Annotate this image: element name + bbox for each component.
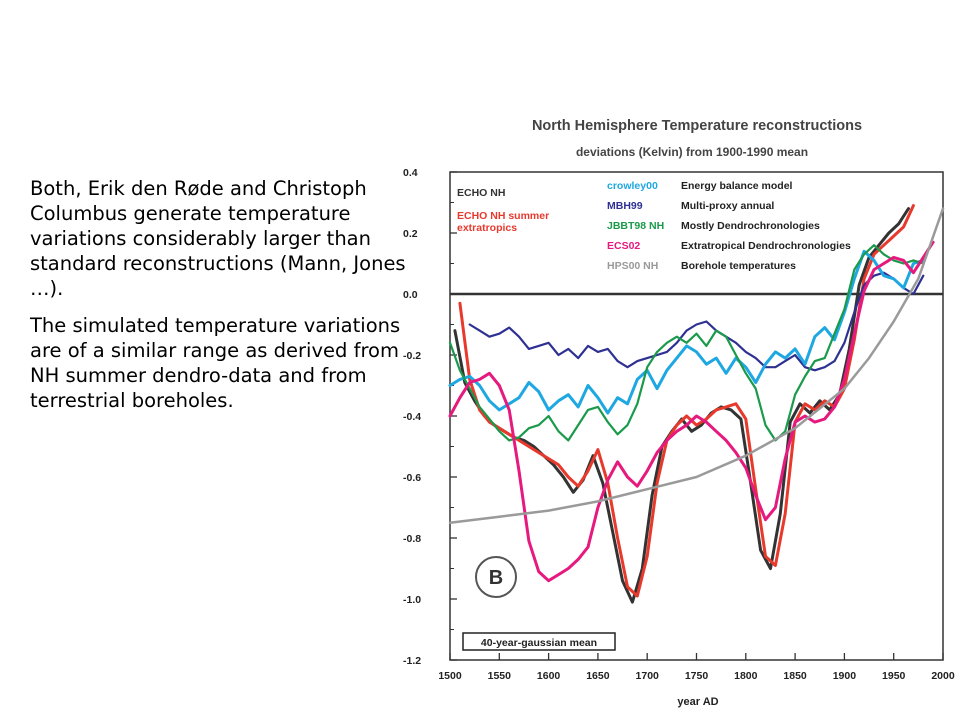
slide-body-text: Both, Erik den Røde and Christoph Columb…: [30, 176, 410, 425]
y-tick-label: -0.8: [403, 533, 421, 545]
y-axis: 0.4 0.2 0.0 -0.2 -0.4 -0.6 -0.8 -1.0 -1.2: [403, 167, 457, 667]
panel-label-circle: [475, 556, 517, 598]
series-lines: [448, 204, 945, 604]
slide-paragraph-2: The simulated temperature variations are…: [30, 314, 401, 412]
x-tick-label: 1850: [783, 670, 807, 682]
chart-subtitle: deviations (Kelvin) from 1900-1990 mean: [576, 145, 808, 159]
smoothing-box-frame: [462, 632, 616, 651]
x-tick-label: 1550: [488, 670, 512, 682]
y-tick-label: 0.4: [403, 167, 418, 179]
y-tick-label: -1.0: [403, 594, 421, 606]
x-tick-label: 1600: [537, 670, 561, 682]
legend-series-name: MBH99: [607, 200, 643, 212]
legend-right: crowley00 Energy balance model MBH99 Multi-…: [607, 180, 851, 272]
x-tick-label: 1750: [685, 670, 709, 682]
y-tick-label: 0.0: [403, 289, 418, 301]
y-tick-label: 0.2: [403, 228, 418, 240]
x-axis: 1500 1550 1600 1650 1700 1750 1800 1850 1900 1950…: [438, 653, 955, 682]
legend-echo-nh: ECHO NH: [457, 187, 505, 199]
legend-series-description: Borehole temperatures: [681, 260, 796, 272]
legend-series-description: Mostly Dendrochronologies: [681, 220, 820, 232]
legend-series-description: Extratropical Dendrochronologies: [681, 240, 851, 252]
x-axis-label: year AD: [677, 696, 718, 708]
y-tick-label: -1.2: [403, 655, 421, 667]
legend-left: ECHO NH ECHO NH summer extratropics: [457, 187, 549, 234]
legend-series-name: HPS00 NH: [607, 260, 658, 272]
series-line-crowley00: [448, 249, 925, 415]
legend-echo-nh-summer: ECHO NH summer: [457, 210, 549, 222]
chart-title: North Hemisphere Temperature reconstruct…: [532, 118, 862, 134]
x-tick-label: 1950: [882, 670, 906, 682]
x-tick-label: 1900: [833, 670, 857, 682]
x-tick-label: 1700: [636, 670, 660, 682]
smoothing-label: 40-year-gaussian mean: [481, 637, 597, 649]
y-tick-label: -0.4: [403, 411, 421, 423]
series-line-mbh99: [468, 271, 925, 372]
y-tick-label: -0.6: [403, 472, 421, 484]
legend-series-description: Multi-proxy annual: [681, 200, 774, 212]
y-tick-label: -0.2: [403, 350, 421, 362]
series-line-jbbt98-nh: [448, 244, 925, 442]
series-line-hps00-nh: [448, 207, 945, 525]
legend-series-name: crowley00: [607, 180, 658, 192]
smoothing-box: 40-year-gaussian mean: [462, 632, 616, 651]
slide-paragraph-1: Both, Erik den Røde and Christoph Columb…: [30, 177, 406, 300]
x-tick-label: 1500: [438, 670, 462, 682]
panel-label-group: B: [475, 556, 517, 598]
x-tick-label: 1650: [586, 670, 610, 682]
legend-extratropics: extratropics: [457, 222, 517, 234]
x-tick-label: 1800: [734, 670, 758, 682]
series-line-ecs02: [448, 240, 935, 583]
legend-series-name: JBBT98 NH: [607, 220, 664, 232]
legend-series-description: Energy balance model: [681, 180, 793, 192]
panel-label: B: [489, 567, 503, 589]
legend-series-name: ECS02: [607, 240, 640, 252]
x-tick-label: 2000: [931, 670, 955, 682]
